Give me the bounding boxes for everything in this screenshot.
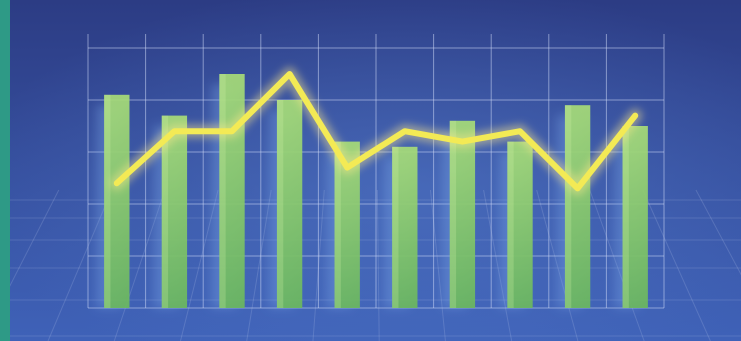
left-accent-stripe [0, 0, 10, 341]
bar [392, 146, 418, 308]
bar-highlight [276, 100, 284, 308]
bar [564, 105, 591, 308]
floor-line [246, 189, 272, 341]
line-series [109, 67, 643, 196]
bar-highlight [161, 115, 169, 308]
bar-highlight [449, 120, 457, 308]
bar [449, 120, 476, 308]
bar [507, 141, 533, 308]
bar-highlight [507, 141, 514, 308]
floor-line [0, 189, 60, 307]
bar [276, 100, 303, 308]
floor-line [483, 189, 513, 341]
floor-line [695, 189, 741, 276]
bar-highlight [622, 126, 629, 308]
bar-series [96, 74, 648, 308]
bar [622, 126, 648, 308]
bar-highlight [392, 146, 399, 308]
bar [104, 94, 130, 308]
floor-line [376, 189, 380, 341]
bar-highlight [334, 141, 341, 308]
bar-highlight [219, 74, 226, 308]
series-line [113, 71, 639, 192]
floor-line [642, 189, 711, 341]
bar-highlight [104, 94, 111, 308]
floor-line [429, 189, 446, 341]
bar-highlight [564, 105, 572, 308]
